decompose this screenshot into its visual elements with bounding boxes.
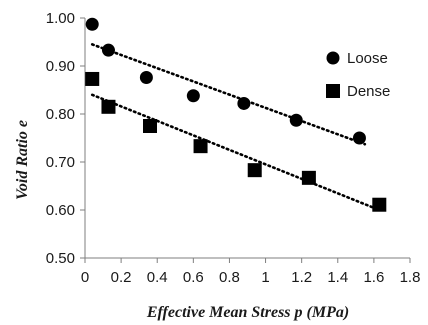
x-tick-label: 0.2: [111, 269, 132, 286]
trendlines: [90, 43, 381, 212]
data-points: [85, 17, 387, 212]
x-tick-label: 0: [81, 269, 89, 286]
point-dense: [85, 71, 100, 86]
point-dense: [193, 139, 208, 154]
point-dense: [247, 163, 262, 178]
point-loose: [289, 113, 303, 127]
legend-marker-dense: [326, 84, 340, 98]
legend: Loose Dense: [326, 50, 390, 100]
x-tick-label: 1.2: [291, 269, 312, 286]
y-tick-label: 0.90: [46, 58, 75, 75]
y-tick-label: 1.00: [46, 10, 75, 27]
x-tick-label: 1.4: [327, 269, 348, 286]
point-dense: [301, 170, 316, 185]
legend-label-loose: Loose: [347, 50, 388, 67]
point-loose: [237, 96, 251, 110]
x-axis: 0 0.2 0.4 0.6 0.8 1 1.2 1.4 1.6 1.8: [81, 258, 421, 286]
legend-label-dense: Dense: [347, 83, 390, 100]
point-dense: [143, 119, 157, 133]
y-axis-title: Void Ratio e: [14, 120, 31, 200]
point-loose: [85, 17, 99, 31]
y-tick-label: 0.70: [46, 154, 75, 171]
x-tick-label: 0.4: [147, 269, 168, 286]
x-tick-label: 1.6: [363, 269, 384, 286]
point-dense: [101, 99, 116, 114]
x-tick-label: 1: [261, 269, 269, 286]
y-tick-label: 0.50: [46, 250, 75, 267]
trendline-dense: [90, 93, 381, 212]
x-tick-label: 1.8: [400, 269, 421, 286]
x-tick-label: 0.8: [219, 269, 240, 286]
y-tick-label: 0.60: [46, 202, 75, 219]
x-tick-label: 0.6: [183, 269, 204, 286]
y-axis: 0.50 0.60 0.70 0.80 0.90 1.00: [46, 10, 85, 267]
plot-area: [84, 18, 410, 259]
point-loose: [101, 43, 115, 57]
point-loose: [186, 89, 200, 103]
point-loose: [352, 131, 366, 145]
legend-marker-loose: [326, 51, 340, 65]
trendline-loose: [90, 43, 367, 146]
point-loose: [139, 71, 153, 85]
y-tick-label: 0.80: [46, 106, 75, 123]
point-dense: [372, 197, 387, 212]
x-axis-title: Effective Mean Stress p (MPa): [146, 304, 349, 321]
